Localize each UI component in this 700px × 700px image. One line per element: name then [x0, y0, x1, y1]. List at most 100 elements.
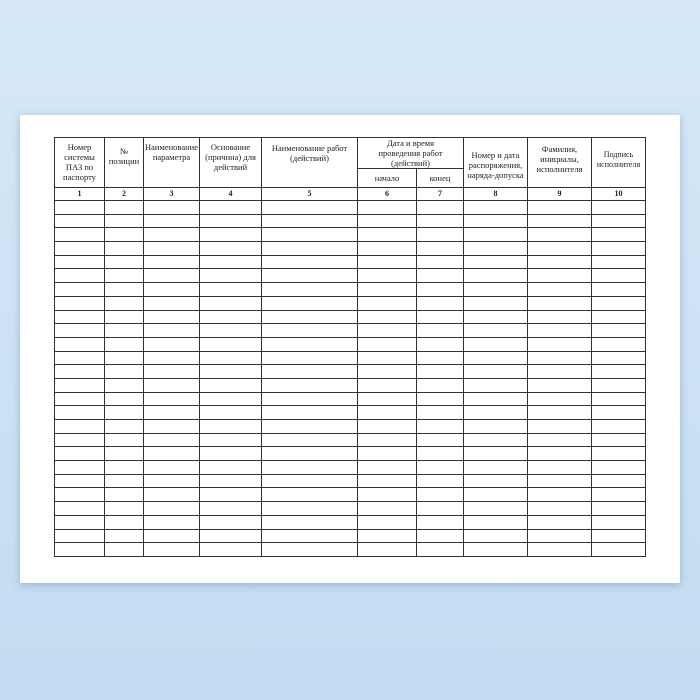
- table-cell[interactable]: [527, 295, 592, 311]
- table-cell[interactable]: [463, 405, 528, 420]
- table-cell[interactable]: [463, 528, 528, 544]
- table-cell[interactable]: [357, 419, 417, 434]
- table-cell[interactable]: [527, 501, 592, 516]
- table-cell[interactable]: [463, 432, 528, 448]
- table-cell[interactable]: [104, 473, 144, 489]
- table-cell[interactable]: [199, 542, 262, 557]
- table-cell[interactable]: [199, 501, 262, 516]
- table-cell[interactable]: [463, 213, 528, 229]
- table-cell[interactable]: [416, 213, 464, 229]
- table-cell[interactable]: [357, 501, 417, 516]
- table-cell[interactable]: [261, 364, 358, 379]
- table-cell[interactable]: [357, 295, 417, 311]
- table-cell[interactable]: [104, 323, 144, 338]
- table-cell[interactable]: [199, 200, 262, 215]
- table-cell[interactable]: [104, 501, 144, 516]
- table-cell[interactable]: [591, 295, 646, 311]
- table-cell[interactable]: [54, 528, 105, 544]
- table-cell[interactable]: [463, 282, 528, 297]
- table-cell[interactable]: [261, 528, 358, 544]
- table-cell[interactable]: [199, 268, 262, 284]
- table-cell[interactable]: [54, 323, 105, 338]
- table-cell[interactable]: [591, 213, 646, 229]
- table-cell[interactable]: [143, 309, 200, 325]
- table-cell[interactable]: [357, 323, 417, 338]
- table-cell[interactable]: [463, 501, 528, 516]
- table-cell[interactable]: [104, 227, 144, 243]
- table-cell[interactable]: [591, 254, 646, 270]
- table-cell[interactable]: [261, 227, 358, 243]
- table-cell[interactable]: [54, 309, 105, 325]
- table-cell[interactable]: [591, 405, 646, 420]
- table-cell[interactable]: [54, 446, 105, 462]
- table-cell[interactable]: [463, 309, 528, 325]
- table-cell[interactable]: [199, 487, 262, 503]
- table-cell[interactable]: [416, 350, 464, 366]
- table-cell[interactable]: [143, 254, 200, 270]
- table-cell[interactable]: [54, 405, 105, 420]
- table-cell[interactable]: [261, 432, 358, 448]
- table-cell[interactable]: [357, 487, 417, 503]
- table-cell[interactable]: [416, 432, 464, 448]
- table-cell[interactable]: [261, 405, 358, 420]
- table-cell[interactable]: [261, 391, 358, 407]
- table-cell[interactable]: [591, 350, 646, 366]
- table-cell[interactable]: [143, 364, 200, 379]
- table-cell[interactable]: [54, 336, 105, 352]
- table-cell[interactable]: [104, 487, 144, 503]
- table-cell[interactable]: [357, 364, 417, 379]
- table-cell[interactable]: [527, 460, 592, 475]
- table-cell[interactable]: [527, 323, 592, 338]
- table-cell[interactable]: [104, 200, 144, 215]
- table-cell[interactable]: [143, 323, 200, 338]
- table-cell[interactable]: [261, 282, 358, 297]
- table-cell[interactable]: [357, 473, 417, 489]
- table-cell[interactable]: [416, 514, 464, 530]
- table-cell[interactable]: [591, 514, 646, 530]
- table-cell[interactable]: [104, 542, 144, 557]
- table-cell[interactable]: [416, 405, 464, 420]
- table-cell[interactable]: [527, 268, 592, 284]
- table-cell[interactable]: [54, 391, 105, 407]
- table-cell[interactable]: [527, 227, 592, 243]
- table-cell[interactable]: [527, 487, 592, 503]
- table-cell[interactable]: [261, 419, 358, 434]
- table-cell[interactable]: [199, 350, 262, 366]
- table-cell[interactable]: [143, 419, 200, 434]
- table-cell[interactable]: [54, 295, 105, 311]
- table-cell[interactable]: [591, 323, 646, 338]
- table-cell[interactable]: [527, 254, 592, 270]
- table-cell[interactable]: [261, 213, 358, 229]
- table-cell[interactable]: [54, 268, 105, 284]
- table-cell[interactable]: [527, 391, 592, 407]
- table-cell[interactable]: [261, 241, 358, 256]
- table-cell[interactable]: [143, 200, 200, 215]
- table-cell[interactable]: [357, 514, 417, 530]
- table-cell[interactable]: [357, 542, 417, 557]
- table-cell[interactable]: [591, 200, 646, 215]
- table-cell[interactable]: [357, 446, 417, 462]
- table-cell[interactable]: [527, 432, 592, 448]
- table-cell[interactable]: [527, 336, 592, 352]
- table-cell[interactable]: [591, 432, 646, 448]
- table-cell[interactable]: [527, 377, 592, 393]
- table-cell[interactable]: [357, 350, 417, 366]
- table-cell[interactable]: [591, 282, 646, 297]
- table-cell[interactable]: [416, 336, 464, 352]
- table-cell[interactable]: [54, 377, 105, 393]
- table-cell[interactable]: [416, 528, 464, 544]
- table-cell[interactable]: [416, 419, 464, 434]
- table-cell[interactable]: [261, 377, 358, 393]
- table-cell[interactable]: [261, 514, 358, 530]
- table-cell[interactable]: [591, 391, 646, 407]
- table-cell[interactable]: [591, 419, 646, 434]
- table-cell[interactable]: [261, 487, 358, 503]
- table-cell[interactable]: [416, 254, 464, 270]
- table-cell[interactable]: [261, 254, 358, 270]
- table-cell[interactable]: [463, 350, 528, 366]
- table-cell[interactable]: [143, 391, 200, 407]
- table-cell[interactable]: [104, 213, 144, 229]
- table-cell[interactable]: [416, 268, 464, 284]
- table-cell[interactable]: [104, 254, 144, 270]
- table-cell[interactable]: [104, 241, 144, 256]
